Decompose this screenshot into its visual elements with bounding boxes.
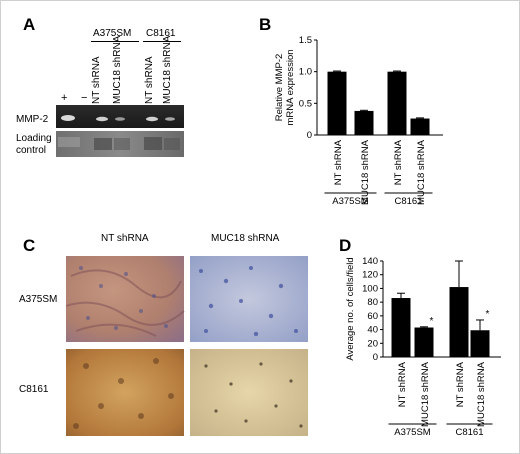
chart-b-y-tick-label: 0.5 — [299, 98, 312, 109]
chart-b-bar — [327, 71, 347, 135]
chart-d-group-label: A375SM — [394, 427, 431, 438]
chart-b-y-tick-label: 1.5 — [299, 35, 312, 46]
chart-d-y-tick-label: 100 — [362, 283, 378, 294]
group-underline-a375sm — [91, 41, 139, 42]
chart-b-group-label: C8161 — [395, 196, 423, 207]
lane-label-c8161-muc18: MUC18 shRNA — [162, 35, 173, 104]
band-c8161-nt — [146, 116, 158, 122]
chart-d-significance-marker: * — [486, 309, 490, 320]
panel-b-letter: B — [259, 15, 272, 34]
lane-label-c8161-nt: NT shRNA — [144, 56, 155, 104]
chart-b-y-label-2: mRNA expression — [285, 49, 296, 125]
chart-b-y-label-1: Relative MMP-2 — [274, 54, 285, 122]
panel-b-chart: 0 0.5 1.0 1.5 Relative MMP-2 mRNA expression N… — [274, 35, 443, 207]
col-label-muc18: MUC18 shRNA — [211, 233, 280, 244]
chart-d-bar — [414, 327, 434, 357]
band-positive — [61, 115, 75, 121]
chart-b-bar — [387, 71, 407, 135]
chart-b-y-tick-label: 1.0 — [299, 67, 312, 78]
panel-d-chart: 0 20 40 60 80 100 120 140 Average no. of cells/f… — [345, 256, 501, 438]
chart-d-y-tick-label: 120 — [362, 270, 378, 281]
chart-d-y-label: Average no. of cells/field — [345, 257, 356, 360]
chart-d-y-tick-label: 140 — [362, 256, 378, 267]
ihc-image-grid — [66, 256, 308, 436]
mmp2-gel-strip — [56, 105, 184, 128]
chart-b-category-label: MUC18 shRNA — [360, 139, 371, 205]
panel-d-letter: D — [339, 236, 352, 255]
lane-label-a375sm-nt: NT shRNA — [91, 56, 102, 104]
chart-d-group-label: C8161 — [456, 427, 484, 438]
ihc-c8161-nt — [66, 349, 184, 436]
lane-label-negative: − — [81, 92, 88, 104]
chart-d-y-tick-label: 20 — [367, 338, 378, 349]
panel-a-letter: A — [23, 15, 36, 34]
chart-d-category-label: MUC18 shRNA — [420, 361, 431, 427]
band-a375sm-muc18 — [115, 117, 125, 121]
chart-b-bar — [354, 110, 374, 135]
chart-d-bar — [391, 298, 411, 357]
chart-d-category-label: MUC18 shRNA — [476, 361, 487, 427]
chart-d-category-label: NT shRNA — [455, 361, 466, 407]
ihc-c8161-muc18 — [190, 349, 308, 436]
chart-b-category-label: MUC18 shRNA — [416, 139, 427, 205]
chart-b-group-label: A375SM — [332, 196, 369, 207]
chart-b-y-tick-label: 0 — [307, 130, 312, 141]
chart-b-category-label: NT shRNA — [393, 139, 404, 185]
chart-d-category-label: NT shRNA — [397, 361, 408, 407]
col-label-nt: NT shRNA — [101, 233, 149, 244]
chart-b-category-label: NT shRNA — [333, 139, 344, 185]
chart-d-y-tick-label: 80 — [367, 297, 378, 308]
zymogram-gel — [56, 105, 184, 157]
group-label-a375sm: A375SM — [93, 28, 132, 39]
panel-c-letter: C — [23, 236, 36, 255]
row-label-c8161: C8161 — [19, 384, 49, 395]
chart-d-y-tick-label: 40 — [367, 325, 378, 336]
chart-b-bar — [410, 118, 430, 135]
chart-d-bar — [470, 330, 490, 357]
band-a375sm-nt — [96, 116, 108, 122]
row-label-loading-1: Loading — [16, 133, 52, 144]
ihc-a375sm-muc18 — [190, 256, 308, 342]
chart-d-significance-marker: * — [430, 316, 434, 327]
chart-d-y-tick-label: 60 — [367, 311, 378, 322]
lane-label-a375sm-muc18: MUC18 shRNA — [112, 35, 123, 104]
band-c8161-muc18 — [165, 117, 175, 121]
chart-d-bar — [449, 287, 469, 357]
lane-label-positive: + — [61, 92, 68, 104]
group-label-c8161: C8161 — [146, 28, 176, 39]
chart-d-y-tick-label: 0 — [373, 352, 378, 363]
row-label-mmp2: MMP-2 — [16, 114, 49, 125]
group-underline-c8161 — [143, 41, 181, 42]
row-label-loading-2: control — [16, 145, 47, 156]
row-label-a375sm: A375SM — [19, 294, 58, 305]
